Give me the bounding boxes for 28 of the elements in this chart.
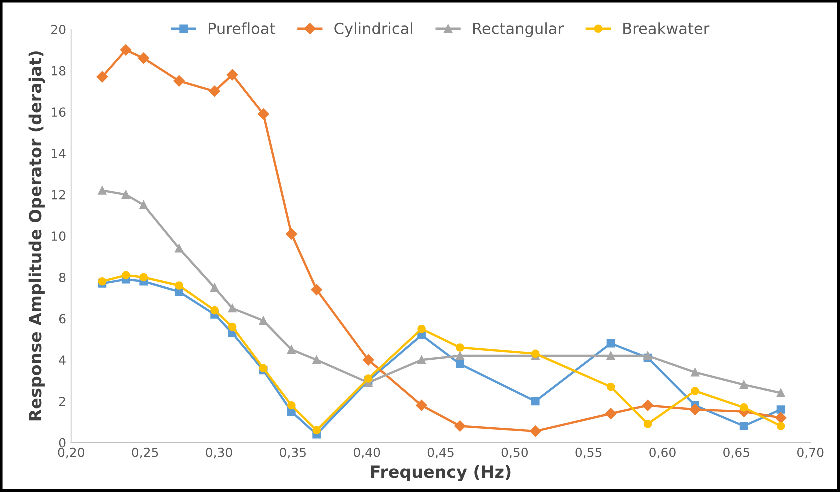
x-tick-label: 0,65 bbox=[724, 448, 750, 459]
y-tick-label: 4 bbox=[59, 356, 66, 365]
y-axis-title: Response Amplitude Operator (derajat) bbox=[28, 52, 46, 421]
legend-label: Breakwater bbox=[624, 22, 710, 34]
legend-label: Purefloat bbox=[208, 22, 276, 34]
y-tick-label: 12 bbox=[52, 190, 66, 200]
y-tick-label: 18 bbox=[52, 66, 66, 76]
legend-label: Rectangular bbox=[474, 22, 564, 38]
y-tick-label: 14 bbox=[52, 149, 66, 158]
x-tick-label: 0,50 bbox=[502, 448, 528, 459]
x-tick-label: 0,55 bbox=[576, 448, 602, 459]
legend-label: Cylindrical bbox=[334, 22, 413, 38]
y-tick-label: 10 bbox=[52, 232, 66, 242]
x-tick-label: 0,30 bbox=[206, 448, 232, 459]
x-tick-label: 0,20 bbox=[58, 448, 84, 459]
x-tick-label: 0,40 bbox=[354, 448, 380, 459]
y-tick-label: 20 bbox=[52, 24, 66, 34]
y-tick-label: 6 bbox=[59, 314, 66, 324]
x-tick-label: 0,70 bbox=[798, 448, 824, 459]
y-tick-label: 16 bbox=[52, 108, 66, 118]
x-tick-label: 0,45 bbox=[428, 448, 454, 459]
y-tick-label: 8 bbox=[59, 272, 66, 282]
y-tick-label: 0 bbox=[59, 438, 66, 448]
x-tick-label: 0,25 bbox=[132, 448, 158, 459]
y-tick-label: 2 bbox=[60, 396, 66, 406]
x-axis-title: Frequency (Hz) bbox=[371, 465, 511, 482]
x-tick-label: 0,60 bbox=[650, 448, 676, 459]
x-tick-label: 0,35 bbox=[280, 448, 306, 459]
